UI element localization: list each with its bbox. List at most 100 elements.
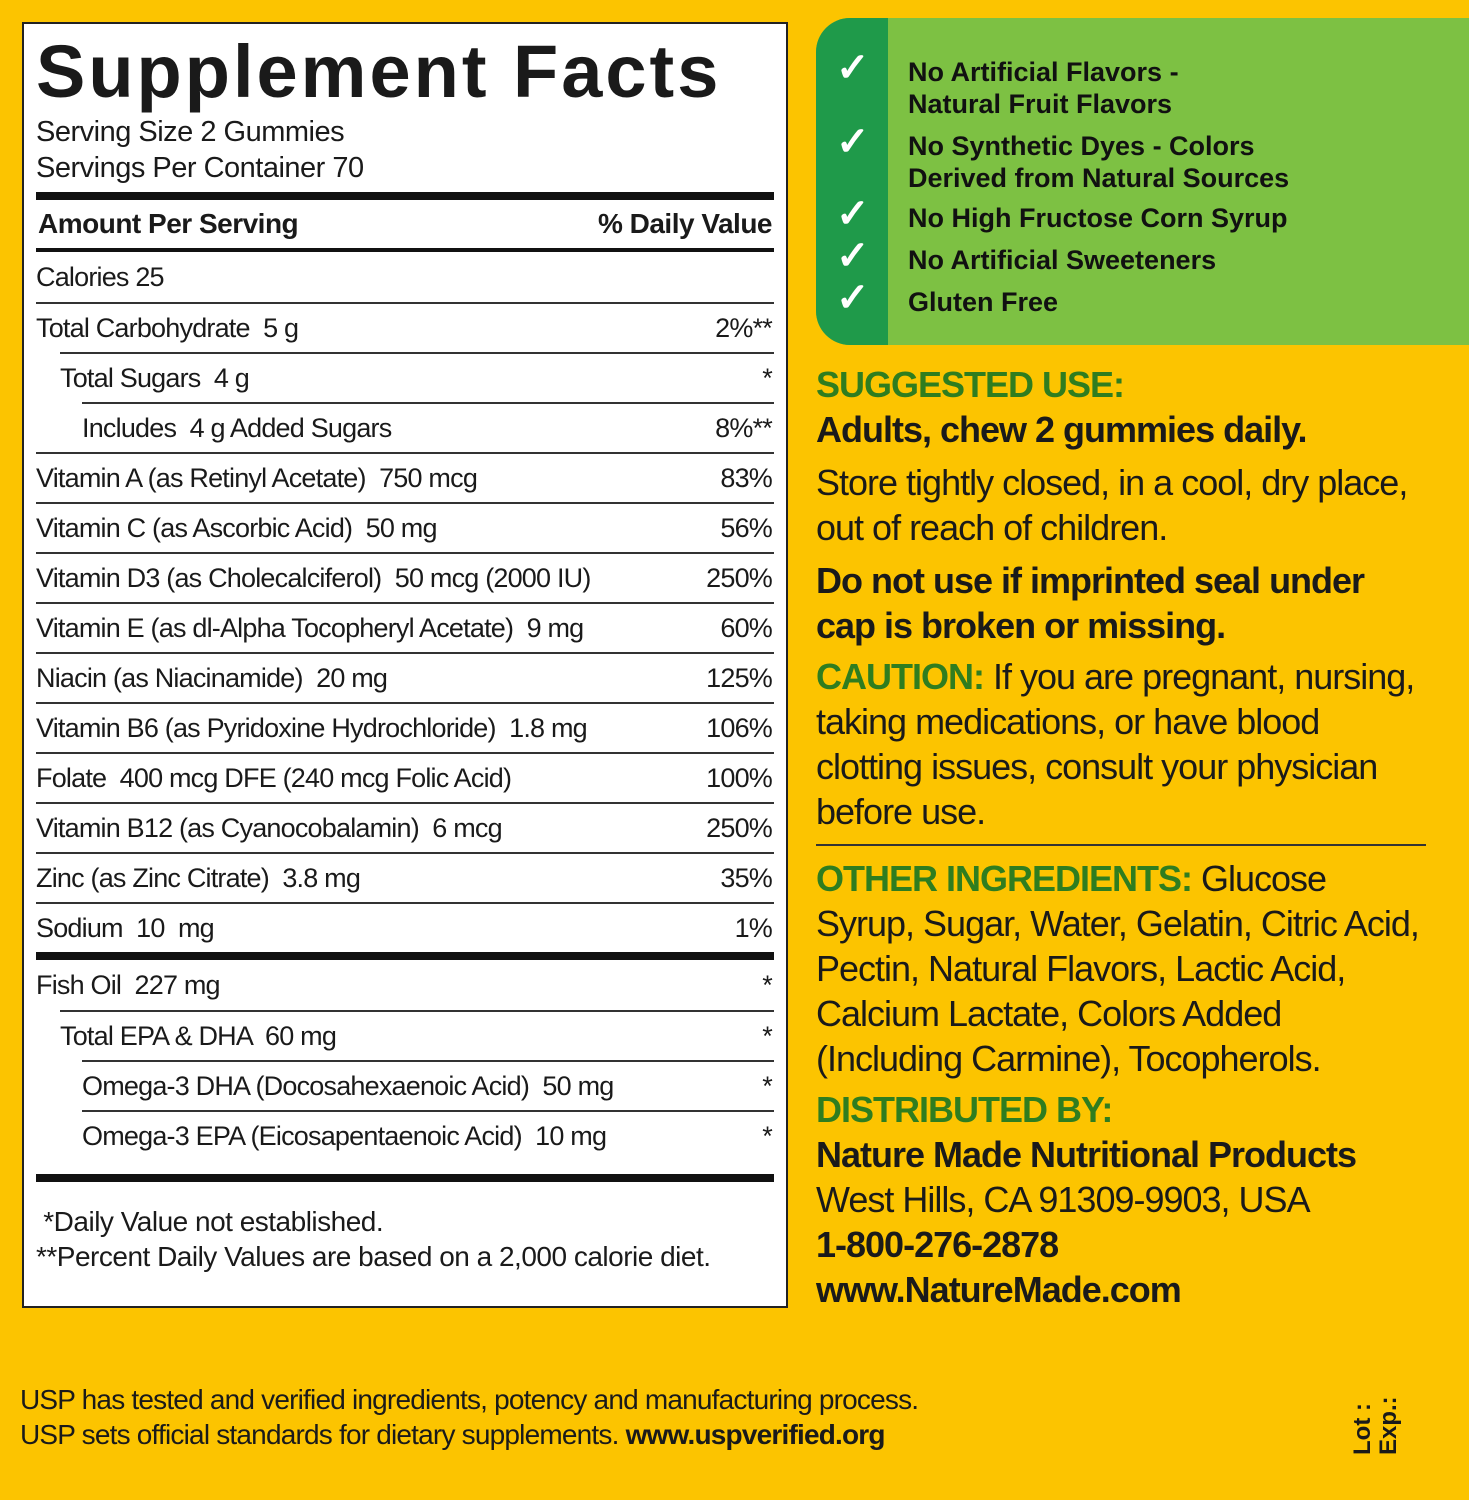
nutrient-name: Vitamin C (as Ascorbic Acid) 50 mg — [36, 512, 437, 543]
fish-oil-list: Fish Oil 227 mg * Total EPA & DHA 60 mg * Om… — [36, 960, 774, 1160]
distributor-heading: DISTRIBUTED BY: — [816, 1089, 1113, 1130]
nutrient-row: Vitamin E (as dl-Alpha Tocopheryl Acetat… — [36, 602, 774, 652]
nutrient-row: Includes 4 g Added Sugars 8%** — [82, 402, 774, 452]
nutrient-row: Vitamin B6 (as Pyridoxine Hydrochloride)… — [36, 702, 774, 752]
usp-line1: USP has tested and verified ingredients,… — [20, 1384, 919, 1415]
servings-per-container: Servings Per Container 70 — [36, 152, 364, 184]
divider — [36, 952, 774, 960]
nutrient-row: Omega-3 EPA (Eicosapentaenoic Acid) 10 m… — [82, 1110, 774, 1160]
serving-size: Serving Size 2 Gummies — [36, 116, 345, 148]
divider — [816, 844, 1426, 846]
nutrient-name: Total Carbohydrate 5 g — [36, 312, 299, 343]
facts-title: Supplement Facts — [36, 30, 722, 113]
claims-stripe — [816, 18, 888, 345]
nutrient-name: Vitamin A (as Retinyl Acetate) 750 mcg — [36, 462, 478, 493]
check-icon: ✓ — [836, 46, 870, 90]
claim-line: No High Fructose Corn Syrup — [908, 203, 1288, 233]
nutrient-row: Calories 25 — [36, 252, 774, 302]
nutrient-dv: 56% — [720, 512, 772, 543]
nutrient-row: Fish Oil 227 mg * — [36, 960, 774, 1010]
dv-header: % Daily Value — [597, 208, 773, 239]
nutrient-dv: 35% — [720, 862, 772, 893]
nutrient-name: Fish Oil 227 mg — [36, 969, 221, 1000]
nutrient-row: Total Carbohydrate 5 g 2%** — [36, 302, 774, 352]
nutrient-name: Vitamin B12 (as Cyanocobalamin) 6 mcg — [36, 812, 503, 843]
nutrient-dv: * — [762, 1070, 773, 1101]
nutrient-row: Sodium 10 mg 1% — [36, 902, 774, 952]
nutrient-row: Zinc (as Zinc Citrate) 3.8 mg 35% — [36, 852, 774, 902]
usp-url: www.uspverified.org — [625, 1419, 886, 1450]
nutrient-dv: * — [762, 362, 773, 393]
distributor-phone: 1-800-276-2878 — [816, 1224, 1059, 1265]
check-icon: ✓ — [836, 120, 870, 164]
nutrient-name: Vitamin D3 (as Cholecalciferol) 50 mcg (… — [36, 562, 591, 593]
claim-line: No Artificial Sweeteners — [908, 245, 1217, 275]
facts-header: Amount Per Serving % Daily Value — [36, 200, 774, 248]
claims-box: ✓ No Artificial Flavors - Natural Fruit Fl… — [816, 18, 1469, 345]
seal-warning: Do not use if imprinted seal under cap i… — [816, 560, 1365, 646]
nutrient-dv: 250% — [706, 562, 773, 593]
caution-text: If you are pregnant, nursing, taking med… — [816, 656, 1415, 832]
nutrient-row: Omega-3 DHA (Docosahexaenoic Acid) 50 mg… — [82, 1060, 774, 1110]
nutrient-name: Includes 4 g Added Sugars — [82, 412, 392, 443]
nutrient-dv: 60% — [720, 612, 772, 643]
nutrient-list: Calories 25 Total Carbohydrate 5 g 2%** Tot… — [36, 252, 774, 952]
usp-line2: USP sets official standards for dietary … — [20, 1419, 626, 1450]
distributor-website: www.NatureMade.com — [816, 1269, 1182, 1310]
lot-label: Lot : — [1349, 1403, 1376, 1455]
nutrient-dv: 100% — [706, 762, 773, 793]
lot-exp: Lot : Exp.: — [1349, 1396, 1402, 1455]
nutrient-name: Total Sugars 4 g — [60, 362, 250, 393]
nutrient-name: Folate 400 mcg DFE (240 mcg Folic Acid) — [36, 762, 512, 793]
nutrient-name: Total EPA & DHA 60 mg — [60, 1020, 337, 1051]
amount-header: Amount Per Serving — [38, 208, 299, 239]
nutrient-row: Vitamin C (as Ascorbic Acid) 50 mg 56% — [36, 502, 774, 552]
check-icon: ✓ — [836, 234, 870, 278]
divider — [36, 1174, 774, 1182]
nutrient-name: Vitamin E (as dl-Alpha Tocopheryl Acetat… — [36, 612, 584, 643]
exp-label: Exp.: — [1375, 1396, 1402, 1455]
directions-column: SUGGESTED USE: Adults, chew 2 gummies da… — [816, 362, 1426, 1312]
nutrient-dv: 1% — [734, 912, 773, 943]
nutrient-row: Vitamin B12 (as Cyanocobalamin) 6 mcg 250… — [36, 802, 774, 852]
ingredients: OTHER INGREDIENTS: Glucose Syrup, Sugar,… — [816, 856, 1426, 1081]
caution-heading: CAUTION: — [816, 656, 985, 697]
ingredients-heading: OTHER INGREDIENTS: — [816, 858, 1193, 899]
check-icon: ✓ — [836, 276, 870, 320]
suggested-use-heading: SUGGESTED USE: — [816, 364, 1125, 405]
nutrient-row: Niacin (as Niacinamide) 20 mg 125% — [36, 652, 774, 702]
nutrient-dv: * — [762, 969, 773, 1000]
storage: Store tightly closed, in a cool, dry pla… — [816, 462, 1408, 548]
claim-line: Derived from Natural Sources — [908, 163, 1290, 193]
nutrient-dv: * — [762, 1020, 773, 1051]
nutrient-name: Calories 25 — [36, 261, 165, 292]
ingredients-text: Glucose Syrup, Sugar, Water, Gelatin, Ci… — [816, 858, 1420, 1079]
footnote-percent: **Percent Daily Values are based on a 2,… — [36, 1241, 711, 1272]
claim-line: Gluten Free — [908, 287, 1059, 317]
nutrient-name: Omega-3 DHA (Docosahexaenoic Acid) 50 mg — [82, 1070, 614, 1101]
supplement-facts-panel: Supplement Facts Serving Size 2 Gummies … — [22, 22, 788, 1308]
nutrient-dv: * — [762, 1120, 773, 1151]
nutrient-row: Total EPA & DHA 60 mg * — [60, 1010, 774, 1060]
nutrient-row: Vitamin A (as Retinyl Acetate) 750 mcg 83… — [36, 452, 774, 502]
claim-line: No Synthetic Dyes - Colors — [908, 131, 1255, 161]
footnote-dv: *Daily Value not established. — [36, 1206, 384, 1237]
check-icon: ✓ — [836, 192, 870, 236]
nutrient-dv: 125% — [706, 662, 773, 693]
claim-line: No Artificial Flavors - — [908, 57, 1179, 87]
nutrient-dv: 2%** — [715, 312, 773, 343]
nutrient-row: Total Sugars 4 g * — [60, 352, 774, 402]
divider — [36, 192, 774, 200]
nutrient-row: Vitamin D3 (as Cholecalciferol) 50 mcg (… — [36, 552, 774, 602]
nutrient-row: Folate 400 mcg DFE (240 mcg Folic Acid) 1… — [36, 752, 774, 802]
usp-statement: USP has tested and verified ingredients,… — [20, 1382, 919, 1452]
divider — [36, 248, 774, 252]
nutrient-name: Zinc (as Zinc Citrate) 3.8 mg — [36, 862, 361, 893]
dose: Adults, chew 2 gummies daily. — [816, 409, 1307, 450]
nutrient-dv: 83% — [720, 462, 772, 493]
nutrient-dv: 8%** — [715, 412, 773, 443]
nutrient-dv: 250% — [706, 812, 773, 843]
nutrient-name: Vitamin B6 (as Pyridoxine Hydrochloride)… — [36, 712, 588, 743]
caution: CAUTION: If you are pregnant, nursing, t… — [816, 654, 1426, 834]
nutrient-name: Sodium 10 mg — [36, 912, 215, 943]
